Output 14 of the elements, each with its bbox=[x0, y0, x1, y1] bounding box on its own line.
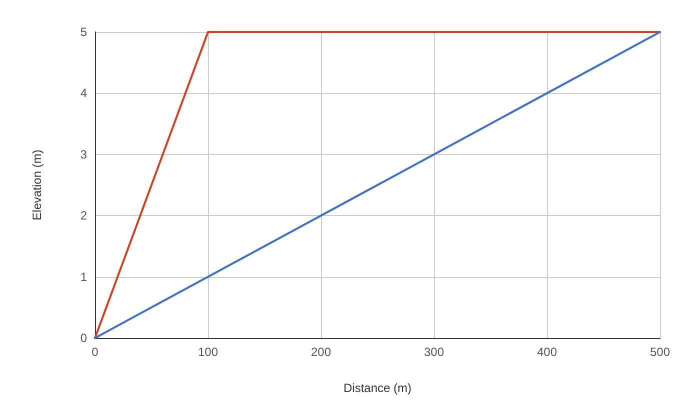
x-axis-title: Distance (m) bbox=[343, 381, 412, 395]
y-tick-label: 1 bbox=[80, 270, 88, 284]
y-tick-label: 3 bbox=[80, 147, 88, 162]
y-tick-label: 5 bbox=[80, 25, 88, 39]
y-tick-label: 0 bbox=[80, 331, 88, 345]
y-tick-label: 4 bbox=[80, 86, 88, 100]
x-tick-label: 100 bbox=[198, 345, 218, 359]
x-tick-label: 0 bbox=[92, 345, 99, 359]
x-tick-label: 500 bbox=[650, 345, 670, 359]
x-tick-label: 300 bbox=[424, 345, 444, 359]
x-tick-label: 200 bbox=[310, 345, 332, 359]
x-tick-label: 400 bbox=[536, 345, 558, 359]
y-axis-title: Elevation (m) bbox=[30, 150, 44, 220]
y-tick-label: 2 bbox=[80, 208, 88, 223]
